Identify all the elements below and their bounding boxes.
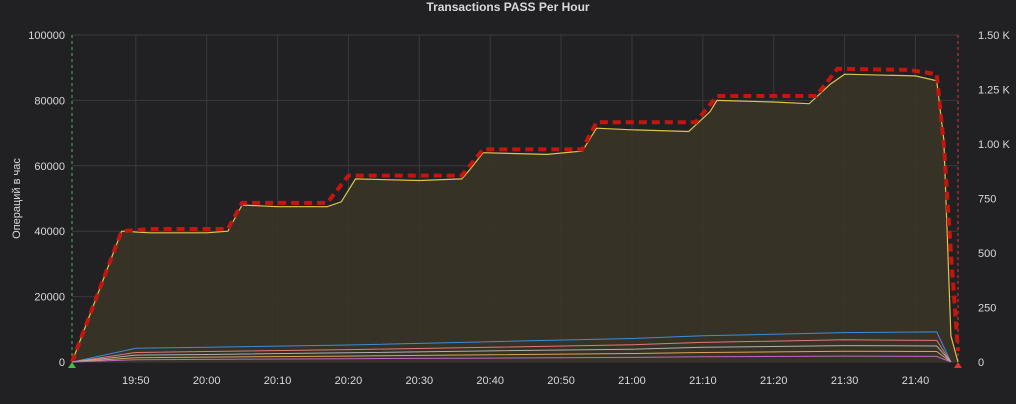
y2-tick-label: 1.00 K xyxy=(978,139,1010,151)
y-tick-label: 0 xyxy=(59,357,65,369)
x-tick-label: 21:10 xyxy=(689,375,717,387)
series-line-2 xyxy=(71,331,952,363)
y2-tick-label: 250 xyxy=(978,303,996,315)
start-marker-triangle xyxy=(68,362,76,368)
x-tick-label: 21:30 xyxy=(831,375,859,387)
axis-layer: 0 20000 40000 60000 80000 100000 0 250 500 750 1.0… xyxy=(11,30,1010,387)
y2-tick-label: 0 xyxy=(978,357,984,369)
x-tick-label: 20:50 xyxy=(547,375,575,387)
y2-tick-label: 500 xyxy=(978,248,996,260)
y-tick-label: 80000 xyxy=(34,95,65,107)
y-axis-label: Операций в час xyxy=(11,158,23,239)
chart-title: Transactions PASS Per Hour xyxy=(426,0,590,14)
series-line-main xyxy=(71,73,959,363)
series-line-4 xyxy=(71,345,952,363)
end-marker-triangle xyxy=(954,362,962,368)
series-line-target xyxy=(70,66,960,363)
y2-tick-label: 1.50 K xyxy=(978,30,1010,42)
x-tick-label: 20:20 xyxy=(335,375,363,387)
x-tick-label: 20:40 xyxy=(476,375,504,387)
y2-tick-label: 1.25 K xyxy=(978,85,1010,97)
x-tick-label: 20:30 xyxy=(406,375,434,387)
x-tick-label: 21:40 xyxy=(902,375,930,387)
y-tick-label: 40000 xyxy=(34,226,65,238)
series-area-fill xyxy=(72,74,958,362)
y2-tick-label: 750 xyxy=(978,194,996,206)
series-line-5 xyxy=(71,350,952,363)
y-tick-label: 60000 xyxy=(34,161,65,173)
series-layer xyxy=(70,66,960,363)
y-tick-label: 100000 xyxy=(28,30,65,42)
series-line-6 xyxy=(71,355,952,363)
x-tick-label: 20:10 xyxy=(264,375,292,387)
x-tick-label: 20:00 xyxy=(193,375,221,387)
x-tick-label: 19:50 xyxy=(122,375,150,387)
x-tick-label: 21:20 xyxy=(760,375,788,387)
y-tick-label: 20000 xyxy=(34,292,65,304)
series-line-3 xyxy=(71,339,952,363)
x-tick-label: 21:00 xyxy=(618,375,646,387)
